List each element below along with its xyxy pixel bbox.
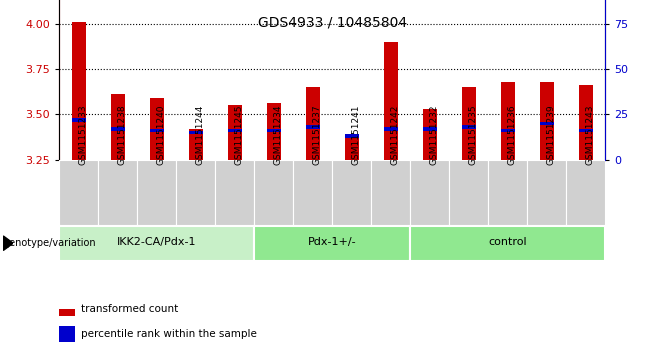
Bar <box>111 127 124 131</box>
Bar <box>462 87 476 160</box>
Text: GSM1151239: GSM1151239 <box>547 104 556 165</box>
Bar <box>527 160 567 225</box>
Bar <box>189 129 203 160</box>
Text: GSM1151242: GSM1151242 <box>391 105 400 165</box>
Bar <box>423 127 437 131</box>
Bar <box>306 125 320 129</box>
Bar <box>411 226 605 261</box>
Bar <box>567 160 605 225</box>
Bar <box>98 160 138 225</box>
Bar <box>189 131 203 134</box>
Bar <box>267 129 280 132</box>
Text: GSM1151232: GSM1151232 <box>430 105 439 165</box>
Text: control: control <box>488 237 527 248</box>
Bar <box>501 82 515 160</box>
Text: GSM1151243: GSM1151243 <box>586 105 595 165</box>
Text: GSM1151235: GSM1151235 <box>468 104 478 165</box>
Bar <box>59 301 75 316</box>
Bar <box>488 160 527 225</box>
Text: GSM1151233: GSM1151233 <box>79 104 88 165</box>
Bar <box>384 127 397 131</box>
Bar <box>72 118 86 122</box>
Bar <box>449 160 488 225</box>
Bar <box>540 122 553 125</box>
Bar <box>345 138 359 160</box>
Bar <box>150 129 164 132</box>
Bar <box>215 160 254 225</box>
Text: GDS4933 / 10485804: GDS4933 / 10485804 <box>258 15 407 29</box>
Text: GSM1151244: GSM1151244 <box>196 105 205 165</box>
Bar <box>411 160 449 225</box>
Bar <box>267 103 280 160</box>
Text: GSM1151237: GSM1151237 <box>313 104 322 165</box>
Bar <box>150 98 164 160</box>
Bar <box>228 105 241 160</box>
Polygon shape <box>3 236 13 250</box>
Text: GSM1151245: GSM1151245 <box>235 105 243 165</box>
Bar <box>138 160 176 225</box>
Text: genotype/variation: genotype/variation <box>3 238 96 248</box>
Bar <box>540 82 553 160</box>
Bar <box>59 160 98 225</box>
Bar <box>254 226 411 261</box>
Bar <box>332 160 371 225</box>
Bar <box>59 226 254 261</box>
Bar <box>228 129 241 132</box>
Bar <box>345 134 359 138</box>
Bar <box>176 160 215 225</box>
Text: Pdx-1+/-: Pdx-1+/- <box>308 237 357 248</box>
Text: GSM1151238: GSM1151238 <box>118 104 127 165</box>
Bar <box>371 160 411 225</box>
Bar <box>579 85 593 160</box>
Text: GSM1151236: GSM1151236 <box>508 104 517 165</box>
Bar <box>293 160 332 225</box>
Text: GSM1151234: GSM1151234 <box>274 105 283 165</box>
Text: GSM1151241: GSM1151241 <box>352 105 361 165</box>
Bar <box>111 94 124 160</box>
Text: GSM1151240: GSM1151240 <box>157 105 166 165</box>
Bar <box>384 42 397 160</box>
Bar <box>306 87 320 160</box>
Text: transformed count: transformed count <box>81 303 178 314</box>
Bar <box>501 129 515 132</box>
Bar <box>72 22 86 160</box>
Bar <box>254 160 293 225</box>
Bar <box>579 129 593 132</box>
Bar <box>423 109 437 160</box>
Bar <box>462 125 476 129</box>
Text: percentile rank within the sample: percentile rank within the sample <box>81 329 257 339</box>
Text: IKK2-CA/Pdx-1: IKK2-CA/Pdx-1 <box>117 237 197 248</box>
Bar <box>59 326 75 342</box>
